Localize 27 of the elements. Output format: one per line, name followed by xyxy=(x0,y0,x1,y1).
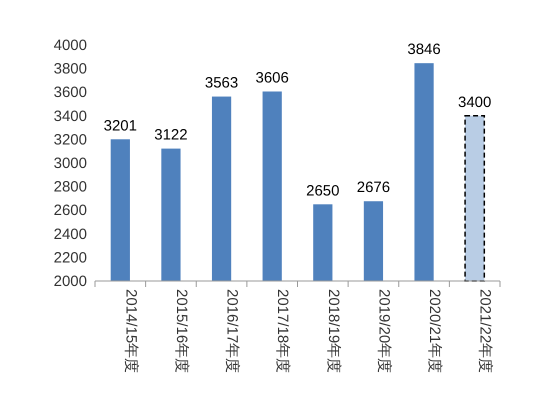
x-tick-label: 2020/21年度 xyxy=(426,289,444,374)
y-tick-label: 2000 xyxy=(54,273,87,290)
x-tick-label: 2017/18年度 xyxy=(274,289,292,374)
x-tick-label: 2021/22年度 xyxy=(476,289,494,374)
x-tick-label: 2018/19年度 xyxy=(324,289,342,374)
x-tick-label: 2019/20年度 xyxy=(375,289,392,374)
data-label: 3400 xyxy=(458,94,492,111)
data-label: 2650 xyxy=(306,182,340,200)
y-tick-label: 2200 xyxy=(54,249,87,266)
data-label: 3201 xyxy=(104,117,137,134)
y-tick-label: 3400 xyxy=(54,108,87,125)
y-tick-label: 3800 xyxy=(54,60,87,78)
y-tick-label: 3600 xyxy=(54,84,87,102)
y-tick-label: 3000 xyxy=(54,155,87,172)
data-label: 3846 xyxy=(407,41,441,58)
data-label: 3606 xyxy=(256,69,289,86)
data-label: 2676 xyxy=(356,179,390,196)
y-tick-label: 2800 xyxy=(54,178,87,196)
x-tick-label: 2015/16年度 xyxy=(172,289,190,374)
y-tick-label: 3200 xyxy=(54,131,87,148)
y-tick-label: 2600 xyxy=(54,202,87,220)
y-tick-label: 2400 xyxy=(54,226,87,243)
x-tick-label: 2016/17年度 xyxy=(224,289,241,374)
data-label: 3563 xyxy=(204,74,238,92)
data-label: 3122 xyxy=(154,126,188,144)
x-tick-label: 2014/15年度 xyxy=(122,289,140,374)
y-tick-label: 4000 xyxy=(54,37,87,54)
